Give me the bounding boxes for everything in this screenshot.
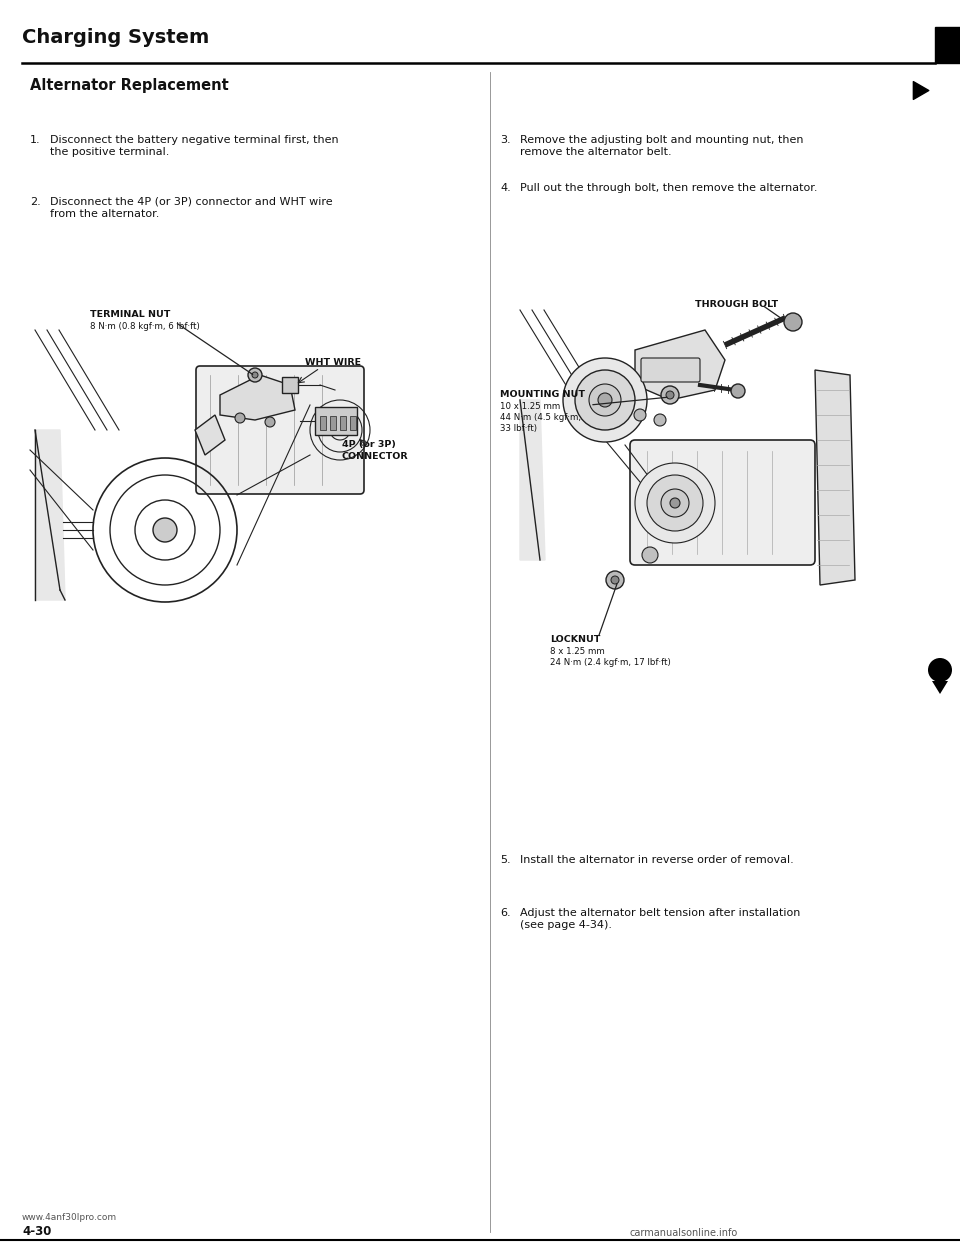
Circle shape [265, 417, 275, 427]
Circle shape [606, 571, 624, 589]
Circle shape [575, 370, 635, 430]
Text: MOUNTING NUT: MOUNTING NUT [500, 390, 585, 399]
Bar [350, 416, 356, 430]
Circle shape [634, 409, 646, 421]
Point [910, 79, 925, 99]
Polygon shape [520, 400, 545, 560]
Circle shape [670, 498, 680, 508]
Text: 3.: 3. [500, 135, 511, 145]
Circle shape [611, 576, 619, 584]
Circle shape [563, 358, 647, 442]
Text: 10 x 1.25 mm: 10 x 1.25 mm [500, 402, 561, 411]
Circle shape [248, 368, 262, 383]
Text: Install the alternator in reverse order of removal.: Install the alternator in reverse order … [520, 854, 794, 864]
Polygon shape [35, 430, 65, 600]
Text: 8 x 1.25 mm: 8 x 1.25 mm [550, 647, 605, 656]
Circle shape [661, 386, 679, 404]
Text: 33 lbf·ft): 33 lbf·ft) [500, 424, 537, 433]
FancyBboxPatch shape [196, 366, 364, 494]
Circle shape [784, 313, 802, 332]
Text: 2.: 2. [30, 197, 40, 207]
Polygon shape [932, 681, 948, 694]
Text: Pull out the through bolt, then remove the alternator.: Pull out the through bolt, then remove t… [520, 183, 818, 193]
Polygon shape [220, 375, 295, 420]
Circle shape [235, 414, 245, 424]
Bar [282, 378, 298, 392]
Text: Remove the adjusting bolt and mounting nut, then
remove the alternator belt.: Remove the adjusting bolt and mounting n… [520, 135, 804, 156]
Circle shape [153, 518, 177, 542]
FancyBboxPatch shape [315, 407, 357, 435]
Bar [935, 27, 960, 63]
Text: Charging System: Charging System [22, 29, 209, 47]
Circle shape [589, 384, 621, 416]
Polygon shape [815, 370, 855, 585]
Circle shape [661, 489, 689, 517]
Bar [320, 416, 326, 430]
FancyBboxPatch shape [641, 358, 700, 383]
Text: 6.: 6. [500, 908, 511, 918]
Text: 1.: 1. [30, 135, 40, 145]
FancyBboxPatch shape [630, 440, 815, 565]
Circle shape [731, 384, 745, 397]
Text: Alternator Replacement: Alternator Replacement [30, 78, 228, 93]
Circle shape [252, 373, 258, 378]
Text: 5.: 5. [500, 854, 511, 864]
Text: THROUGH BOLT: THROUGH BOLT [695, 301, 779, 309]
Text: 4P (or 3P): 4P (or 3P) [342, 440, 396, 450]
Circle shape [635, 463, 715, 543]
Polygon shape [635, 330, 725, 400]
Text: Adjust the alternator belt tension after installation
(see page 4-34).: Adjust the alternator belt tension after… [520, 908, 801, 929]
Text: Disconnect the 4P (or 3P) connector and WHT wire
from the alternator.: Disconnect the 4P (or 3P) connector and … [50, 197, 332, 219]
Text: 4.: 4. [500, 183, 511, 193]
Text: Disconnect the battery negative terminal first, then
the positive terminal.: Disconnect the battery negative terminal… [50, 135, 339, 156]
Text: TERMINAL NUT: TERMINAL NUT [90, 310, 170, 319]
Circle shape [928, 658, 952, 682]
Circle shape [654, 414, 666, 426]
Bar [330, 416, 336, 430]
Text: LOCKNUT: LOCKNUT [550, 635, 600, 645]
Text: CONNECTOR: CONNECTOR [342, 452, 409, 461]
Circle shape [666, 391, 674, 399]
Text: 24 N·m (2.4 kgf·m, 17 lbf·ft): 24 N·m (2.4 kgf·m, 17 lbf·ft) [550, 658, 671, 667]
Text: 8 N·m (0.8 kgf·m, 6 lbf·ft): 8 N·m (0.8 kgf·m, 6 lbf·ft) [90, 322, 200, 332]
Text: WHT WIRE: WHT WIRE [305, 358, 361, 366]
Polygon shape [195, 415, 225, 455]
Bar [340, 416, 346, 430]
Text: www.4anf30lpro.com: www.4anf30lpro.com [22, 1213, 117, 1222]
Circle shape [647, 474, 703, 532]
Text: 4-30: 4-30 [22, 1225, 52, 1238]
Circle shape [642, 546, 658, 563]
Text: 44 N·m (4.5 kgf·m,: 44 N·m (4.5 kgf·m, [500, 414, 581, 422]
Text: carmanualsonline.info: carmanualsonline.info [630, 1228, 738, 1238]
Circle shape [598, 392, 612, 407]
